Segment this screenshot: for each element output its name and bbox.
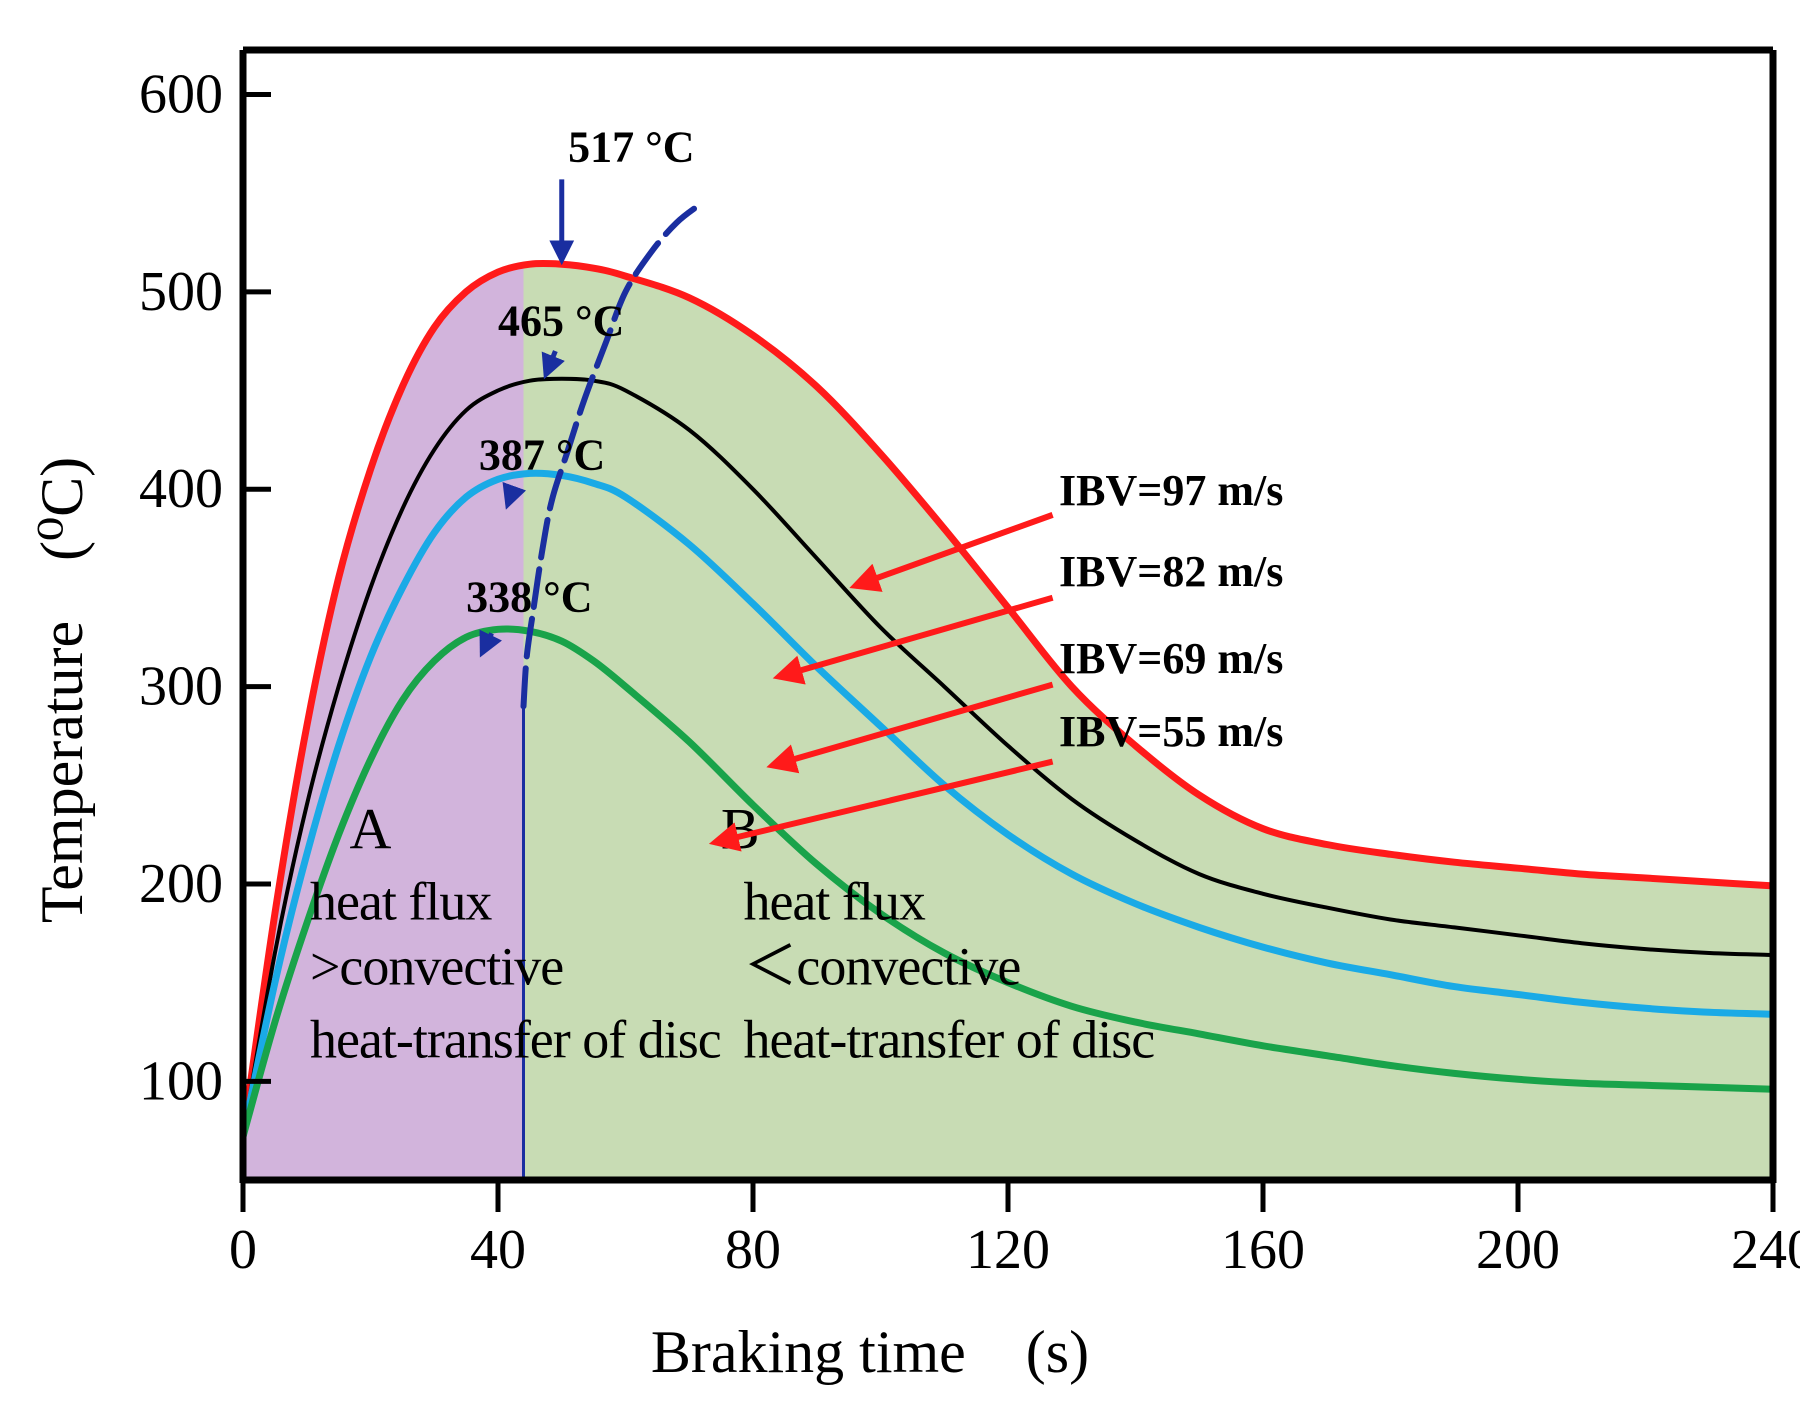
legend-arrow-82 bbox=[772, 594, 1054, 685]
region-a-text-line-1: heat flux bbox=[310, 871, 492, 931]
legend-label-55: IBV=55 m/s bbox=[1059, 707, 1283, 756]
region-b-text-line-3: heat-transfer of disc bbox=[743, 1010, 1154, 1070]
series-line-55-ms bbox=[239, 625, 1777, 1141]
y-tick-label-500: 500 bbox=[139, 261, 223, 323]
y-tick-label-400: 400 bbox=[139, 458, 223, 520]
x-tick-label-0: 0 bbox=[229, 1219, 257, 1281]
x-tick-label-40: 40 bbox=[470, 1219, 526, 1281]
region-a-text-line-2: >convective bbox=[310, 937, 563, 997]
legend-label-82: IBV=82 m/s bbox=[1059, 547, 1283, 596]
peak-label-338: 338 °C bbox=[466, 573, 592, 622]
series-layer bbox=[239, 259, 1777, 1141]
region-a-letter: A bbox=[350, 796, 392, 861]
peak-arrow-465 bbox=[541, 350, 565, 380]
x-axis-label: Braking time (s) bbox=[651, 1319, 1089, 1385]
region-b-text-line-1: heat flux bbox=[743, 871, 925, 931]
y-axis-label: Temperature (⁰C) bbox=[29, 457, 95, 923]
y-tick-label-300: 300 bbox=[139, 656, 223, 718]
region-b-text-line-2: ＜convective bbox=[743, 937, 1020, 997]
series-line-69-ms bbox=[239, 469, 1777, 1141]
legend-arrow-69 bbox=[766, 681, 1054, 774]
x-tick-label-200: 200 bbox=[1476, 1219, 1560, 1281]
legend-label-69: IBV=69 m/s bbox=[1059, 634, 1283, 683]
x-tick-label-80: 80 bbox=[725, 1219, 781, 1281]
x-tick-label-160: 160 bbox=[1221, 1219, 1305, 1281]
region-b-fill bbox=[523, 263, 1773, 1177]
region-a-fill bbox=[243, 265, 524, 1177]
region-a-text-line-3: heat-transfer of disc bbox=[310, 1010, 721, 1070]
legend-arrow-55 bbox=[708, 758, 1054, 852]
peak-locus-line bbox=[520, 200, 705, 710]
peak-label-517: 517 °C bbox=[568, 123, 694, 172]
series-line-82-ms bbox=[241, 376, 1775, 1139]
regions-layer bbox=[243, 263, 1773, 1177]
peak-arrow-338 bbox=[479, 629, 503, 658]
peak-label-387: 387 °C bbox=[479, 430, 605, 479]
region-b-letter: B bbox=[721, 796, 760, 861]
legend-label-97: IBV=97 m/s bbox=[1059, 466, 1283, 515]
locus-layer bbox=[520, 200, 705, 1177]
x-tick-label-240: 240 bbox=[1731, 1219, 1800, 1281]
ticks-layer: 0 40 80 120 160 200 240 100 200 300 400 500 600 bbox=[139, 63, 1800, 1281]
y-tick-label-200: 200 bbox=[139, 853, 223, 915]
series-line-97-ms bbox=[239, 259, 1777, 1141]
peak-arrow-387 bbox=[502, 481, 527, 510]
peak-label-465: 465 °C bbox=[498, 296, 624, 345]
legend-arrow-97 bbox=[849, 512, 1054, 592]
x-tick-label-120: 120 bbox=[966, 1219, 1050, 1281]
y-tick-label-100: 100 bbox=[139, 1050, 223, 1112]
y-tick-label-600: 600 bbox=[139, 63, 223, 125]
